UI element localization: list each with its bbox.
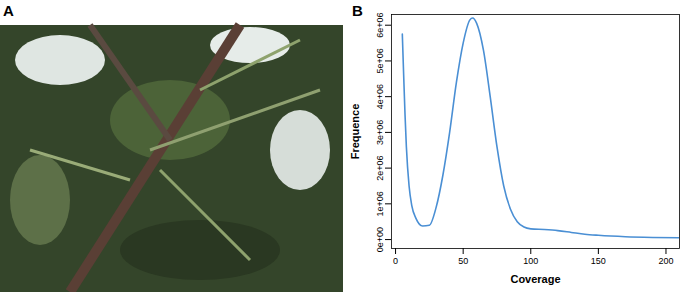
svg-text:150: 150	[591, 256, 606, 266]
svg-text:Frequence: Frequence	[349, 104, 361, 160]
svg-text:1e+06: 1e+06	[375, 191, 385, 216]
svg-text:3e+06: 3e+06	[375, 120, 385, 145]
svg-text:6e+06: 6e+06	[375, 13, 385, 38]
svg-text:0e+00: 0e+00	[375, 227, 385, 252]
svg-text:100: 100	[523, 256, 538, 266]
svg-text:200: 200	[658, 256, 673, 266]
svg-text:Coverage: Coverage	[510, 273, 560, 285]
svg-text:0: 0	[393, 256, 398, 266]
html-text:B: B	[352, 2, 363, 19]
svg-text:2e+06: 2e+06	[375, 155, 385, 180]
svg-text:50: 50	[458, 256, 468, 266]
html-text:A: A	[3, 2, 14, 19]
svg-text:4e+06: 4e+06	[375, 84, 385, 109]
svg-text:5e+06: 5e+06	[375, 48, 385, 73]
